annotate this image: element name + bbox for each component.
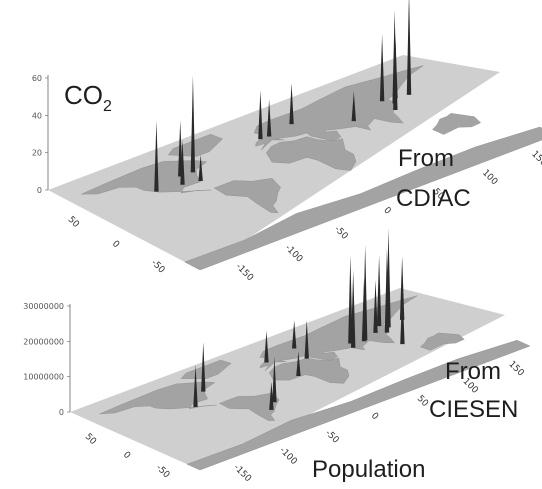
co2-land-antarctica — [184, 126, 542, 271]
population-lon-tick-label: 150 — [506, 359, 525, 378]
population-spike — [373, 279, 378, 333]
population-land-australia — [420, 332, 465, 351]
co2-spike — [289, 83, 294, 125]
population-land-south-america — [218, 392, 280, 421]
co2-spike — [178, 120, 183, 177]
co2-lon-tick-label: 0 — [381, 206, 392, 217]
population-spike — [399, 256, 405, 320]
population-spike — [291, 320, 297, 349]
co2-spike — [198, 154, 203, 181]
population-lon-tick-label: -50 — [323, 428, 341, 446]
co2-title-subscript: 2 — [103, 98, 112, 115]
population-z-tick-label: 0 — [59, 408, 64, 417]
co2-land-greenland — [167, 134, 224, 157]
population-surface-plot: 0 10000000 20000000 30000000 50 0 -50 -150 -100 -… — [23, 228, 531, 485]
population-spike — [362, 244, 368, 341]
co2-z-tick-label: 60 — [32, 74, 42, 83]
population-spikes — [193, 228, 405, 410]
co2-z-tick-label: 20 — [32, 149, 42, 158]
population-z-tick-label: 20000000 — [23, 337, 64, 346]
co2-lat-tick-label: 50 — [66, 215, 81, 230]
co2-lon-tick-label: 100 — [480, 168, 499, 187]
co2-land-south-america — [213, 178, 281, 213]
co2-lon-tick-label: -100 — [283, 243, 305, 265]
co2-spike — [393, 38, 398, 99]
co2-lat-tick-label: 0 — [110, 239, 121, 250]
co2-lon-tick-label: -50 — [332, 224, 350, 242]
co2-lon-tick-label: -150 — [233, 262, 255, 284]
co2-spike — [154, 120, 159, 192]
population-lat-tick-label: -50 — [154, 463, 172, 481]
co2-land-australia — [432, 113, 482, 135]
co2-title: CO2 — [64, 80, 112, 115]
co2-spike — [258, 90, 263, 140]
population-land-greenland — [180, 359, 232, 379]
cdiac-source-line1: From — [398, 145, 454, 172]
population-lon-tick-label: -100 — [277, 445, 299, 467]
population-spike — [264, 330, 269, 363]
co2-spikes — [154, 0, 412, 192]
population-lat-tick-label: 0 — [121, 450, 132, 461]
population-lat-tick-label: 50 — [83, 432, 98, 447]
population-spike — [193, 364, 198, 407]
population-spike — [386, 228, 391, 328]
co2-lon-tick-label: 150 — [529, 149, 542, 168]
co2-title-main: CO — [64, 80, 103, 110]
cdiac-source-line2: CDIAC — [396, 185, 471, 212]
co2-spike — [379, 34, 385, 102]
co2-spike — [190, 75, 196, 173]
population-spike — [376, 255, 382, 327]
population-spike — [296, 351, 301, 377]
population-spike — [201, 342, 206, 392]
population-lon-tick-label: 0 — [369, 411, 380, 422]
co2-spike — [351, 91, 356, 122]
co2-spike — [406, 0, 412, 95]
co2-spike — [266, 99, 272, 137]
population-land-antarctica — [186, 339, 531, 471]
population-z-tick-label: 10000000 — [23, 373, 64, 382]
population-land-north-america — [99, 381, 217, 415]
co2-land-africa — [266, 136, 357, 171]
ciesen-source-line2: CIESEN — [429, 396, 519, 423]
population-spike — [304, 319, 309, 359]
co2-spike — [180, 139, 185, 185]
population-lon-tick-label: -150 — [231, 463, 253, 485]
population-title: Population — [312, 456, 426, 483]
co2-z-tick-label: 40 — [32, 111, 42, 120]
population-spike — [269, 381, 274, 410]
population-spike — [348, 255, 353, 344]
co2-z-tick-label: 0 — [37, 186, 42, 195]
co2-lat-tick-label: -50 — [149, 258, 167, 276]
ciesen-source-line1: From — [445, 358, 501, 385]
population-lon-tick-label: 50 — [415, 394, 430, 409]
population-spike — [272, 356, 277, 403]
population-z-tick-label: 30000000 — [23, 302, 64, 311]
population-land-africa — [268, 357, 350, 384]
